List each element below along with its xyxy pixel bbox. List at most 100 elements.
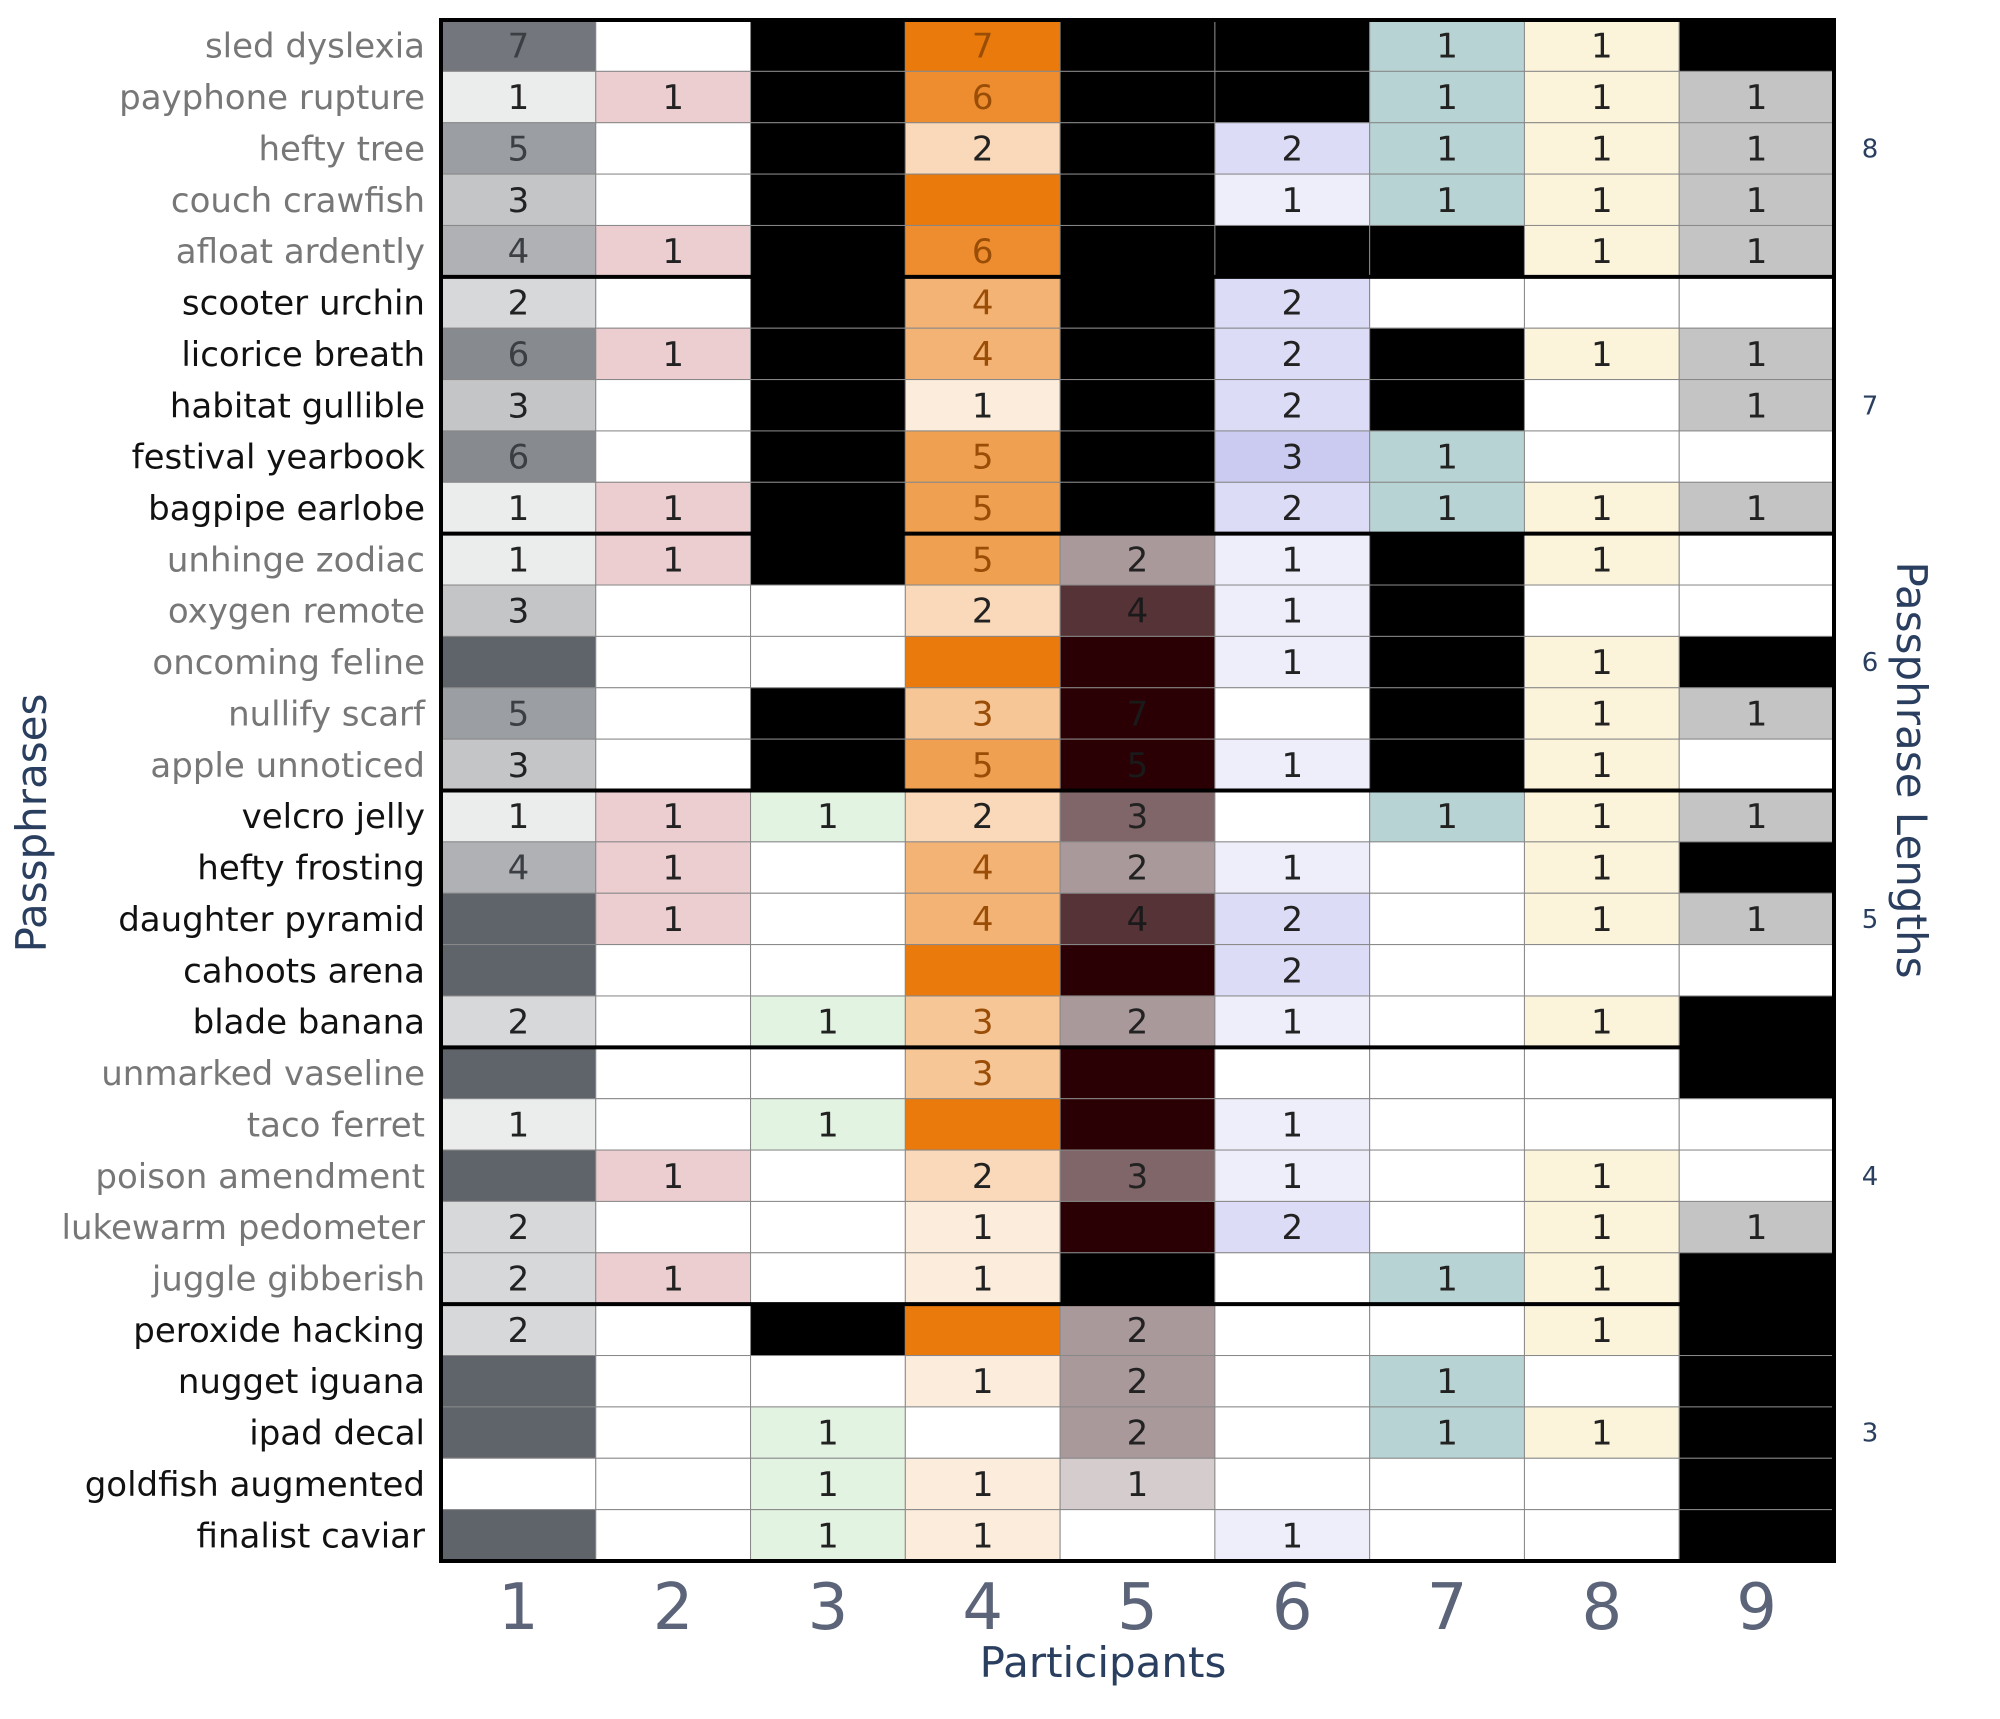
- heatmap-cell: [1059, 892, 1216, 946]
- row-label: bagpipe earlobe: [148, 489, 425, 529]
- heatmap-cell: [595, 1046, 752, 1100]
- cell-value: 1: [662, 797, 684, 837]
- heatmap-cell: [595, 738, 752, 792]
- cell-value: 1: [1436, 129, 1458, 169]
- row-label: velcro jelly: [242, 797, 425, 837]
- heatmap-cell: [1369, 1457, 1525, 1511]
- heatmap-cell: [440, 19, 597, 72]
- cell-value: 2: [1281, 129, 1303, 169]
- heatmap-cell: [595, 892, 752, 946]
- cell-value: 1: [1746, 797, 1768, 837]
- heatmap-cell: [750, 1355, 906, 1408]
- cell-value: 2: [1281, 386, 1303, 426]
- group-length-label: 3: [1862, 1419, 1879, 1449]
- cell-value: 2: [1127, 1003, 1149, 1043]
- heatmap-cell: [904, 1509, 1061, 1562]
- cell-value: 1: [1591, 1311, 1613, 1351]
- heatmap-cell: [595, 122, 752, 175]
- row-labels: sled dyslexia payphone rupture hefty tree c…: [62, 27, 427, 1557]
- cell-value: 3: [972, 1054, 994, 1094]
- cell-value: 6: [972, 232, 994, 272]
- heatmap-cell: [1523, 841, 1680, 894]
- heatmap-cell: [1369, 584, 1525, 637]
- heatmap-cell: [1678, 533, 1835, 586]
- heatmap-cell: [1678, 1252, 1835, 1305]
- heatmap-cell: [595, 1252, 752, 1305]
- heatmap-cell: [904, 173, 1061, 226]
- heatmap-cell: [904, 70, 1061, 124]
- heatmap-cell: [1369, 687, 1525, 740]
- cell-value: 1: [972, 1465, 994, 1505]
- heatmap-cell: [595, 533, 752, 586]
- heatmap-cell: [1059, 635, 1216, 689]
- heatmap-cell: [440, 738, 597, 792]
- heatmap-cell: [750, 173, 906, 226]
- row-label: oncoming feline: [152, 643, 425, 683]
- heatmap-cell: [1059, 276, 1216, 329]
- cell-value: 2: [1281, 951, 1303, 991]
- heatmap-cell: [1369, 533, 1525, 586]
- heatmap-cell: [1369, 70, 1525, 124]
- heatmap-cell: [1523, 70, 1680, 124]
- heatmap-cell: [595, 430, 752, 483]
- heatmap-cell: [1059, 379, 1216, 432]
- heatmap-cell: [440, 1252, 597, 1305]
- heatmap-cell: [750, 584, 906, 637]
- cell-value: 1: [1591, 181, 1613, 221]
- heatmap-cell: [1523, 19, 1680, 72]
- cell-value: 1: [1281, 592, 1303, 632]
- heatmap-cell: [440, 584, 597, 637]
- heatmap-cell: [1369, 1303, 1525, 1357]
- x-tick-label: 2: [653, 1571, 694, 1645]
- heatmap-cell: [440, 841, 597, 894]
- cell-value: 2: [508, 1208, 530, 1248]
- heatmap-cell: [595, 173, 752, 226]
- heatmap-cell: [1369, 1406, 1525, 1459]
- cell-value: 1: [1591, 1259, 1613, 1299]
- heatmap-cell: [1059, 1457, 1216, 1511]
- heatmap-cell: [1523, 1355, 1680, 1408]
- cell-value: 1: [1591, 489, 1613, 529]
- heatmap-cell: [1678, 1098, 1835, 1151]
- cell-value: 1: [1281, 1157, 1303, 1197]
- heatmap-cell: [904, 1098, 1061, 1151]
- row-label: nullify scarf: [228, 694, 426, 734]
- heatmap-cell: [750, 224, 906, 278]
- heatmap-cell: [904, 635, 1061, 689]
- heatmap-cell: [1369, 481, 1525, 535]
- heatmap-cell: [904, 841, 1061, 894]
- heatmap-cell: [1523, 1457, 1680, 1511]
- heatmap-cell: [595, 1457, 752, 1511]
- cell-value: 2: [508, 1003, 530, 1043]
- heatmap-cell: [595, 635, 752, 689]
- heatmap-cell: [1059, 19, 1216, 72]
- heatmap-cell: [440, 1200, 597, 1254]
- heatmap-cell: [750, 1098, 906, 1151]
- heatmap-cell: [750, 1149, 906, 1202]
- heatmap-cell: [1214, 1200, 1371, 1254]
- heatmap-cell: [1214, 224, 1371, 278]
- heatmap-cell: [1059, 1509, 1216, 1562]
- group-length-label: 7: [1862, 391, 1879, 421]
- cell-value: 1: [1746, 232, 1768, 272]
- heatmap-cell: [595, 995, 752, 1048]
- heatmap-cell: [440, 1046, 597, 1100]
- heatmap-cell: [1059, 122, 1216, 175]
- cell-value: 1: [1591, 78, 1613, 118]
- heatmap-cell: [750, 635, 906, 689]
- heatmap-cell: [904, 687, 1061, 740]
- row-label: payphone rupture: [119, 78, 425, 118]
- heatmap-cell: [595, 224, 752, 278]
- cell-value: 1: [1436, 1362, 1458, 1402]
- row-label: nugget iguana: [178, 1362, 425, 1402]
- heatmap-cell: [750, 892, 906, 946]
- cell-value: 5: [972, 489, 994, 529]
- heatmap-cell: [750, 687, 906, 740]
- cell-value: 1: [1746, 1208, 1768, 1248]
- heatmap-cell: [595, 19, 752, 72]
- heatmap-cell: [1369, 738, 1525, 792]
- heatmap-cell: [904, 533, 1061, 586]
- row-label: afloat ardently: [176, 232, 425, 272]
- cell-value: 1: [508, 489, 530, 529]
- heatmap-cell: [595, 1303, 752, 1357]
